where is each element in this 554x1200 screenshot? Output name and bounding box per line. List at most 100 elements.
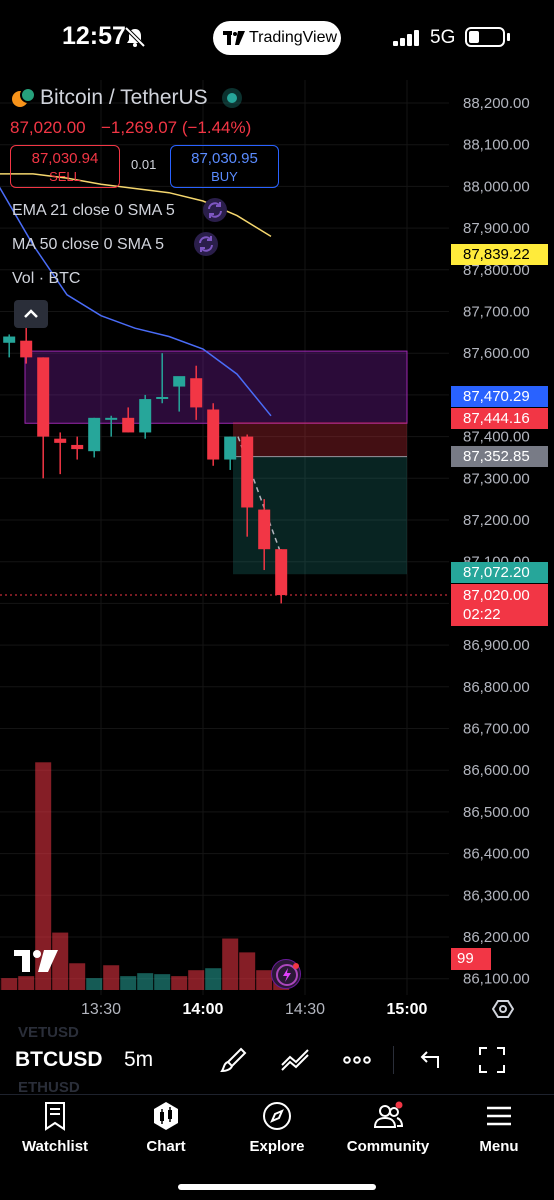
watchlist-icon [45, 1102, 65, 1131]
price-axis-label: 87,700.00 [463, 304, 530, 321]
candle-body [207, 409, 220, 460]
buy-button[interactable]: 87,030.95 BUY [170, 145, 279, 188]
volume-bar [18, 976, 35, 990]
tab-chart[interactable]: Chart [111, 1100, 221, 1160]
volume-bar [239, 952, 256, 990]
price-axis-label: 86,900.00 [463, 637, 530, 654]
buy-label: BUY [211, 169, 238, 184]
volume-bar [137, 973, 154, 990]
price-axis-label: 88,000.00 [463, 178, 530, 195]
symbol-button[interactable]: BTCUSD [15, 1048, 103, 1071]
volume-bar [103, 965, 120, 990]
last-price: 87,020.00 [10, 118, 86, 137]
collapse-legend-button[interactable] [14, 300, 48, 328]
candle-body [20, 340, 33, 358]
price-axis-label: 87,300.00 [463, 470, 530, 487]
price-chart[interactable]: 88,200.00 88,100.00 88,000.00 87,900.00 87,8… [0, 80, 554, 1025]
candle-body [122, 417, 135, 433]
tradingview-logo-icon [223, 31, 245, 45]
tether-icon [20, 87, 36, 103]
candle-body [224, 436, 237, 460]
candle-body [156, 396, 169, 399]
current-price: 87,020.00 [463, 587, 530, 604]
hamburger-icon [487, 1106, 511, 1126]
candle-body [258, 509, 271, 550]
tab-label: Menu [479, 1138, 519, 1155]
tab-explore[interactable]: Explore [222, 1100, 332, 1160]
price-axis-label: 86,200.00 [463, 929, 530, 946]
candle-body [71, 444, 84, 450]
price-tag-ema: 87,839.22 [451, 244, 548, 265]
candle-body [54, 438, 67, 443]
indicator-volume-label[interactable]: Vol · BTC [12, 270, 81, 287]
tab-label: Community [346, 1138, 430, 1155]
candle-body [88, 417, 101, 452]
bar-countdown: 02:22 [463, 606, 501, 623]
volume-bar [1, 978, 18, 990]
market-open-icon [222, 88, 242, 108]
status-time: 12:57 [62, 22, 126, 50]
price-axis-label: 88,200.00 [463, 95, 530, 112]
tab-watchlist[interactable]: Watchlist [0, 1100, 110, 1160]
brush-icon[interactable] [218, 1044, 250, 1076]
time-axis-label: 15:00 [387, 1001, 428, 1018]
interval-button[interactable]: 5m [124, 1048, 154, 1071]
price-change: −1,269.07 (−1.44%) [101, 118, 252, 137]
price-axis-label: 86,400.00 [463, 846, 530, 863]
volume-bar [69, 963, 86, 990]
more-icon[interactable] [341, 1044, 373, 1076]
volume-bar [35, 762, 52, 990]
candle-body [139, 399, 152, 433]
drawing-tools-icon[interactable] [279, 1044, 311, 1076]
time-axis: 13:30 14:00 14:30 15:00 [81, 1001, 428, 1018]
position-path-line [237, 436, 288, 571]
tradingview-pill-label: TradingView [249, 29, 338, 46]
tradingview-watermark-icon [14, 950, 58, 972]
price-axis-label: 87,800.00 [463, 262, 530, 279]
spread-value: 0.01 [131, 157, 157, 172]
chart-settings-icon[interactable] [492, 998, 514, 1020]
sell-label: SELL [49, 169, 81, 184]
volume-bar [222, 938, 239, 990]
tradingview-pill[interactable]: TradingView [213, 21, 341, 55]
price-tag-ma: 87,470.29 [451, 386, 548, 407]
chart-icon [154, 1102, 178, 1130]
signal-icon [393, 30, 421, 46]
sell-button[interactable]: 87,030.94 SELL [10, 145, 120, 188]
price-axis-label: 87,200.00 [463, 512, 530, 529]
lightning-button[interactable] [271, 959, 301, 989]
volume-bars [0, 762, 290, 990]
position-stop-zone [233, 422, 407, 457]
price-tag-entry: 87,352.85 [451, 446, 548, 467]
battery-icon [465, 27, 505, 47]
ghost-symbol-prev[interactable]: VETUSD [18, 1024, 79, 1041]
price-tag-target: 87,072.20 [451, 562, 548, 583]
symbol-title[interactable]: Bitcoin / TetherUS [40, 86, 208, 109]
candlesticks [0, 315, 449, 604]
home-indicator [178, 1184, 376, 1190]
tab-label: Watchlist [21, 1138, 89, 1155]
price-axis-label: 86,500.00 [463, 804, 530, 821]
undo-icon[interactable] [414, 1044, 446, 1076]
tab-community[interactable]: Community [333, 1100, 443, 1160]
short-position-tool [233, 422, 407, 575]
ma-line [0, 186, 272, 417]
fullscreen-icon[interactable] [476, 1044, 508, 1076]
sync-icon[interactable] [193, 231, 219, 257]
price-axis-label: 87,400.00 [463, 429, 530, 446]
compass-icon [263, 1102, 291, 1130]
candle-body [173, 376, 186, 387]
ghost-symbol-next[interactable]: ETHUSD [18, 1079, 80, 1096]
price-axis-label: 87,600.00 [463, 345, 530, 362]
volume-bar [120, 976, 137, 990]
indicator-ema-label[interactable]: EMA 21 close 0 SMA 5 [12, 202, 175, 219]
indicator-ma-label[interactable]: MA 50 close 0 SMA 5 [12, 236, 165, 253]
sync-icon[interactable] [202, 197, 228, 223]
candle-body [241, 436, 254, 508]
sell-price: 87,030.94 [31, 150, 99, 167]
buy-price: 87,030.95 [191, 150, 258, 167]
volume-bar [256, 970, 273, 990]
tab-label: Chart [146, 1138, 186, 1155]
volume-bar [86, 978, 103, 990]
tab-menu[interactable]: Menu [444, 1100, 554, 1160]
